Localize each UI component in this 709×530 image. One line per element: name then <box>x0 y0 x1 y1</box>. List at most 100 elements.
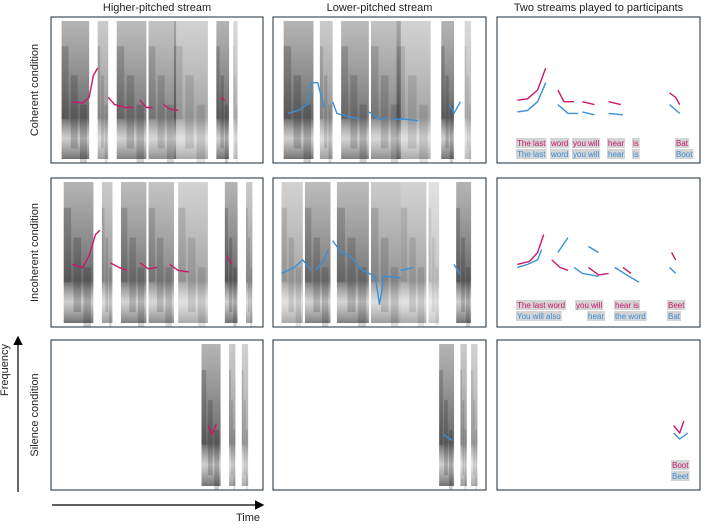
word-label-bg <box>572 149 601 159</box>
panel <box>50 339 264 491</box>
formant <box>341 46 349 120</box>
pitch-contour <box>392 118 418 122</box>
word-label-bg <box>516 311 562 321</box>
formant <box>196 104 206 163</box>
column-title: Higher-pitched stream <box>103 2 211 14</box>
formant <box>246 207 248 283</box>
panel-content <box>283 21 472 163</box>
word-label: Bat <box>668 312 681 321</box>
formant <box>432 237 435 313</box>
pitch-contour <box>169 263 189 273</box>
panel-content <box>517 67 681 116</box>
panel: The last word you will hear is Beet You will… <box>496 177 701 328</box>
word-label-bg <box>516 149 547 159</box>
pitch-contour <box>400 266 414 272</box>
formant <box>350 75 358 149</box>
formant <box>475 430 477 490</box>
formant <box>83 267 91 327</box>
formant <box>73 237 82 313</box>
formant <box>461 237 465 313</box>
formant <box>105 237 109 313</box>
pitch-contour <box>368 111 389 120</box>
word-label: Boot <box>676 150 693 159</box>
panel-border <box>496 16 701 164</box>
spectrogram-strip <box>61 21 90 159</box>
formant <box>390 104 399 163</box>
pitch-contour <box>587 266 609 276</box>
formant <box>224 104 229 163</box>
pitch-contour <box>281 258 312 275</box>
row-label: Coherent condition <box>29 44 41 136</box>
word-label-bg <box>550 149 570 159</box>
panel-border <box>496 177 701 328</box>
spectrogram-strip <box>283 21 314 159</box>
word-label-bg <box>614 300 641 310</box>
pitch-contour <box>442 433 453 442</box>
formant <box>250 267 252 327</box>
formant <box>449 430 453 490</box>
formant <box>243 400 246 475</box>
formant <box>407 75 417 149</box>
spectrogram-strip <box>471 344 478 486</box>
formant <box>188 237 196 313</box>
word-label: is <box>633 150 639 159</box>
formant <box>224 207 229 283</box>
formant <box>185 75 194 149</box>
formant <box>328 104 332 163</box>
word-label-bg <box>632 138 640 148</box>
formant <box>456 207 460 283</box>
panel <box>50 177 264 328</box>
spectrogram-strip <box>341 21 369 159</box>
formant <box>428 207 432 283</box>
formant <box>231 400 233 475</box>
formant <box>246 430 248 490</box>
formant <box>468 104 471 163</box>
formant <box>444 400 448 475</box>
panel: Boot Beet <box>496 339 701 491</box>
y-axis-label: Frequency <box>0 344 11 396</box>
word-label-bg <box>671 460 690 470</box>
word-label: word <box>550 150 568 159</box>
word-label: you will <box>573 139 599 148</box>
formant <box>97 46 101 120</box>
pitch-contour <box>588 245 599 254</box>
spectrogram-strip <box>97 21 109 159</box>
pitch-contour <box>608 101 621 106</box>
word-label-bg <box>675 149 694 159</box>
panel <box>272 16 487 164</box>
pitch-contour <box>72 67 99 104</box>
formant <box>313 237 320 313</box>
pitch-contour <box>622 266 632 274</box>
formant <box>439 370 443 445</box>
pitch-contour <box>669 104 681 114</box>
formant <box>293 75 302 149</box>
formant <box>63 207 72 283</box>
panel-border <box>272 177 487 328</box>
spectrogram-strip <box>173 21 208 159</box>
formant <box>396 46 406 120</box>
spectrogram-strip <box>229 344 236 486</box>
word-label-bg <box>607 138 626 148</box>
spectrogram-strip <box>370 21 401 159</box>
pitch-contour <box>220 96 226 101</box>
spectrogram-strip <box>101 182 113 323</box>
spectrogram-strip <box>63 182 94 323</box>
word-label-bg <box>516 300 567 310</box>
spectrogram-strip <box>116 21 147 159</box>
panel <box>272 339 487 491</box>
pitch-contour <box>573 266 599 277</box>
formant <box>165 267 172 327</box>
panel <box>272 177 487 328</box>
panel-content <box>439 344 478 490</box>
panel-content <box>201 344 249 490</box>
word-label: hear <box>588 312 604 321</box>
pitch-contour <box>207 423 218 437</box>
formant <box>116 46 125 120</box>
formant <box>136 104 144 163</box>
word-label-bg <box>516 138 547 148</box>
formant <box>173 46 183 120</box>
panel-content <box>63 182 253 327</box>
formant <box>441 46 445 120</box>
pitch-contour <box>331 101 361 120</box>
word-label: You will also <box>517 312 561 321</box>
